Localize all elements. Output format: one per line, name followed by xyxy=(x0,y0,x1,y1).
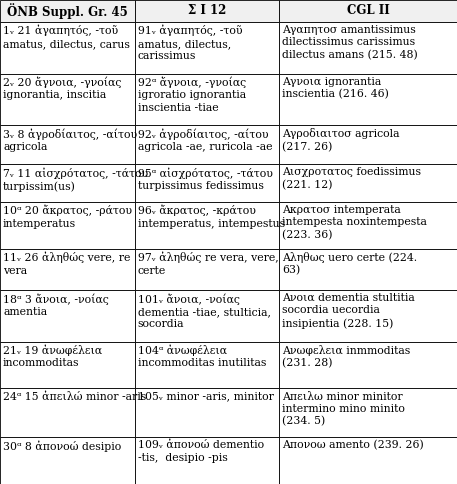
Text: 30ᵅ 8 ἀπονοώ desipio: 30ᵅ 8 ἀπονοώ desipio xyxy=(3,440,121,452)
Text: 95ᵅ αἰσχρότατος, -τάτου
turpissimus fedissimus: 95ᵅ αἰσχρότατος, -τάτου turpissimus fedi… xyxy=(138,167,273,191)
Text: 92ᵅ ἄγνοια, -γνοίας
igroratio ignorantia
inscientia -tiae: 92ᵅ ἄγνοια, -γνοίας igroratio ignorantia… xyxy=(138,76,246,113)
Bar xyxy=(0,437,135,484)
Bar xyxy=(279,202,457,249)
Bar xyxy=(279,249,457,290)
Text: 3ᵥ 8 ἀγροδίαιτος, -αίτου
agricola: 3ᵥ 8 ἀγροδίαιτος, -αίτου agricola xyxy=(3,128,137,152)
Bar xyxy=(135,125,279,165)
Text: 10ᵅ 20 ἄκρατος, -ράτου
intemperatus: 10ᵅ 20 ἄκρατος, -ράτου intemperatus xyxy=(3,205,132,229)
Bar xyxy=(135,202,279,249)
Bar xyxy=(279,22,457,74)
Bar xyxy=(279,74,457,125)
Bar xyxy=(135,165,279,202)
Text: Ακρατοσ intemperata
intempesta noxintempesta
(223. 36): Ακρατοσ intemperata intempesta noxintemp… xyxy=(282,205,427,240)
Text: 24ᵅ 15 ἀπειλώ minor -aris: 24ᵅ 15 ἀπειλώ minor -aris xyxy=(3,392,146,401)
Bar xyxy=(135,437,279,484)
Text: ÖNB Suppl. Gr. 45: ÖNB Suppl. Gr. 45 xyxy=(7,3,128,19)
Text: 101ᵥ ἄνοια, -νοίας
dementia -tiae, stulticia,
socordia: 101ᵥ ἄνοια, -νοίας dementia -tiae, stult… xyxy=(138,293,271,329)
Bar xyxy=(135,22,279,74)
Text: 97ᵥ ἀληθώς re vera, vere,
certe: 97ᵥ ἀληθώς re vera, vere, certe xyxy=(138,252,279,276)
Bar xyxy=(279,165,457,202)
Bar xyxy=(0,290,135,342)
Bar xyxy=(279,125,457,165)
Text: Ανωφελεια inmmoditas
(231. 28): Ανωφελεια inmmoditas (231. 28) xyxy=(282,345,410,368)
Bar xyxy=(135,389,279,437)
Text: 1ᵥ 21 ἀγαπητός, -τοῦ
amatus, dilectus, carus: 1ᵥ 21 ἀγαπητός, -τοῦ amatus, dilectus, c… xyxy=(3,25,130,49)
Text: 11ᵥ 26 ἀληθώς vere, re
vera: 11ᵥ 26 ἀληθώς vere, re vera xyxy=(3,252,130,276)
Text: Αγνοια ignorantia
inscientia (216. 46): Αγνοια ignorantia inscientia (216. 46) xyxy=(282,76,388,99)
Text: Αισχροτατος foedissimus
(221. 12): Αισχροτατος foedissimus (221. 12) xyxy=(282,167,421,190)
Bar xyxy=(135,74,279,125)
Bar xyxy=(0,165,135,202)
Bar xyxy=(279,0,457,22)
Bar xyxy=(135,342,279,389)
Bar xyxy=(279,290,457,342)
Text: 104ᵅ ἀνωφέλεια
incommoditas inutilitas: 104ᵅ ἀνωφέλεια incommoditas inutilitas xyxy=(138,345,266,368)
Text: 96ᵥ ἄκρατος, -κράτου
intemperatus, intempestus: 96ᵥ ἄκρατος, -κράτου intemperatus, intem… xyxy=(138,205,285,229)
Text: 21ᵥ 19 ἀνωφέλεια
incommoditas: 21ᵥ 19 ἀνωφέλεια incommoditas xyxy=(3,345,102,368)
Text: Απειλω minor minitor
intermino mino minito
(234. 5): Απειλω minor minitor intermino mino mini… xyxy=(282,392,404,426)
Text: Ανοια dementia stultitia
socordia uecordia
insipientia (228. 15): Ανοια dementia stultitia socordia uecord… xyxy=(282,293,414,329)
Text: CGL II: CGL II xyxy=(346,4,389,17)
Bar xyxy=(279,437,457,484)
Bar xyxy=(135,249,279,290)
Bar xyxy=(135,0,279,22)
Bar xyxy=(0,249,135,290)
Bar xyxy=(279,342,457,389)
Bar xyxy=(0,74,135,125)
Text: Αληθως uero certe (224.
63): Αληθως uero certe (224. 63) xyxy=(282,252,417,275)
Bar xyxy=(0,202,135,249)
Bar xyxy=(0,0,135,22)
Bar xyxy=(0,342,135,389)
Text: Αγροδιαιτοσ agricola
(217. 26): Αγροδιαιτοσ agricola (217. 26) xyxy=(282,128,399,152)
Text: 7ᵥ 11 αἰσχρότατος, -τάτου
turpissim(us): 7ᵥ 11 αἰσχρότατος, -τάτου turpissim(us) xyxy=(3,167,148,192)
Bar xyxy=(135,290,279,342)
Text: 2ᵥ 20 ἄγνοια, -γνοίας
ignorantia, inscitia: 2ᵥ 20 ἄγνοια, -γνοίας ignorantia, inscit… xyxy=(3,76,122,101)
Bar xyxy=(0,389,135,437)
Bar xyxy=(279,389,457,437)
Text: 109ᵥ ἀπονοώ dementio
-tis,  desipio -pis: 109ᵥ ἀπονοώ dementio -tis, desipio -pis xyxy=(138,440,264,463)
Text: 105ᵥ minor -aris, minitor: 105ᵥ minor -aris, minitor xyxy=(138,392,274,401)
Text: 92ᵥ ἀγροδίαιτος, -αίτου
agricola -ae, ruricola -ae: 92ᵥ ἀγροδίαιτος, -αίτου agricola -ae, ru… xyxy=(138,128,272,152)
Text: 18ᵅ 3 ἄνοια, -νοίας
amentia: 18ᵅ 3 ἄνοια, -νοίας amentia xyxy=(3,293,109,317)
Text: Αγαπητοσ amantissimus
dilectissimus carissimus
dilectus amans (215. 48): Αγαπητοσ amantissimus dilectissimus cari… xyxy=(282,25,418,60)
Text: Απονοω amento (239. 26): Απονοω amento (239. 26) xyxy=(282,440,424,451)
Text: Σ I 12: Σ I 12 xyxy=(188,4,226,17)
Bar xyxy=(0,22,135,74)
Text: 91ᵥ ἀγαπητός, -τοῦ
amatus, dilectus,
carissimus: 91ᵥ ἀγαπητός, -τοῦ amatus, dilectus, car… xyxy=(138,25,242,61)
Bar xyxy=(0,125,135,165)
